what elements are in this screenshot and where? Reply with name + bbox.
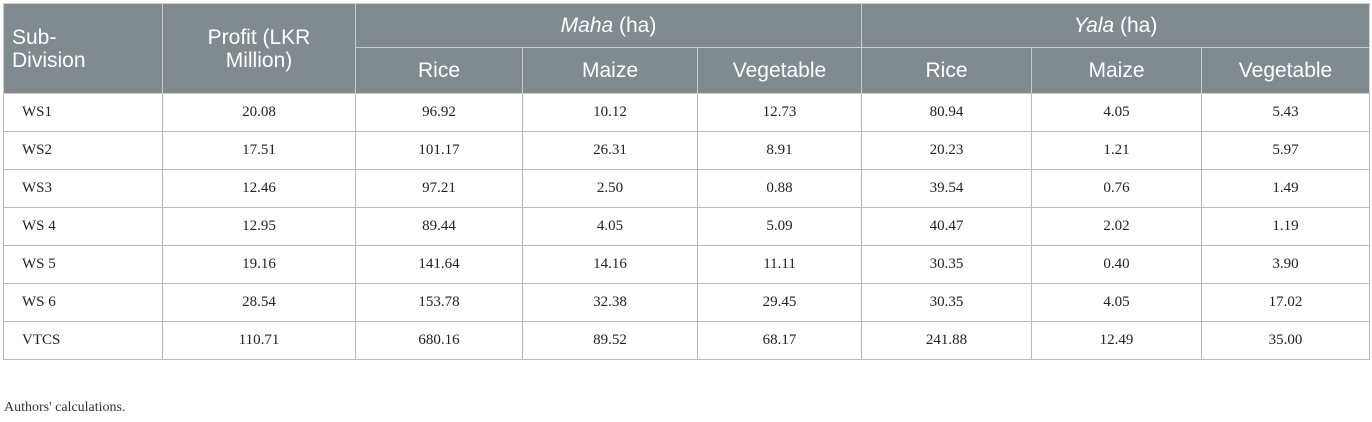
cell-yala-maize: 2.02 bbox=[1031, 207, 1203, 246]
header-yala-vegetable: Vegetable bbox=[1201, 47, 1371, 94]
header-yala-unit: (ha) bbox=[1114, 14, 1158, 37]
header-profit: Profit (LKR Million) bbox=[162, 3, 356, 94]
cell-maha-vegetable: 68.17 bbox=[696, 321, 863, 360]
table-row: WS 4 12.95 89.44 4.05 5.09 40.47 2.02 1.… bbox=[3, 207, 1371, 246]
cell-yala-vegetable: 3.90 bbox=[1201, 245, 1371, 284]
cell-maha-rice: 680.16 bbox=[355, 321, 523, 360]
data-table: Sub-Division Profit (LKR Million) Maha (… bbox=[3, 3, 1371, 360]
cell-profit: 12.46 bbox=[162, 169, 356, 208]
cell-maha-maize: 10.12 bbox=[522, 93, 698, 132]
table-row: WS3 12.46 97.21 2.50 0.88 39.54 0.76 1.4… bbox=[3, 169, 1371, 208]
cell-maha-vegetable: 29.45 bbox=[696, 283, 863, 322]
cell-yala-rice: 40.47 bbox=[861, 207, 1033, 246]
table-row: VTCS 110.71 680.16 89.52 68.17 241.88 12… bbox=[3, 321, 1371, 360]
cell-maha-vegetable: 11.11 bbox=[696, 245, 863, 284]
row-name: WS 4 bbox=[3, 207, 163, 246]
cell-maha-maize: 89.52 bbox=[522, 321, 698, 360]
cell-maha-maize: 14.16 bbox=[522, 245, 698, 284]
header-yala-maize: Maize bbox=[1031, 47, 1203, 94]
cell-maha-vegetable: 8.91 bbox=[696, 131, 863, 170]
cell-yala-rice: 30.35 bbox=[861, 245, 1033, 284]
cell-profit: 20.08 bbox=[162, 93, 356, 132]
cell-maha-vegetable: 12.73 bbox=[696, 93, 863, 132]
table-row: WS1 20.08 96.92 10.12 12.73 80.94 4.05 5… bbox=[3, 93, 1371, 132]
header-yala: Yala (ha) bbox=[861, 3, 1371, 48]
cell-yala-maize: 0.76 bbox=[1031, 169, 1203, 208]
header-maha-name: Maha bbox=[560, 14, 614, 37]
cell-yala-vegetable: 35.00 bbox=[1201, 321, 1371, 360]
header-maha-rice: Rice bbox=[355, 47, 523, 94]
cell-profit: 19.16 bbox=[162, 245, 356, 284]
cell-yala-maize: 12.49 bbox=[1031, 321, 1203, 360]
header-maha-vegetable: Vegetable bbox=[696, 47, 863, 94]
cell-profit: 28.54 bbox=[162, 283, 356, 322]
cell-yala-rice: 39.54 bbox=[861, 169, 1033, 208]
cell-yala-maize: 1.21 bbox=[1031, 131, 1203, 170]
cell-maha-maize: 4.05 bbox=[522, 207, 698, 246]
cell-maha-rice: 141.64 bbox=[355, 245, 523, 284]
row-name: WS1 bbox=[3, 93, 163, 132]
cell-maha-vegetable: 0.88 bbox=[696, 169, 863, 208]
row-name: WS 5 bbox=[3, 245, 163, 284]
header-row-groups: Sub-Division Profit (LKR Million) Maha (… bbox=[3, 3, 1371, 94]
cell-profit: 110.71 bbox=[162, 321, 356, 360]
cell-yala-rice: 20.23 bbox=[861, 131, 1033, 170]
cell-maha-maize: 26.31 bbox=[522, 131, 698, 170]
table-row: WS2 17.51 101.17 26.31 8.91 20.23 1.21 5… bbox=[3, 131, 1371, 170]
table-row: WS 6 28.54 153.78 32.38 29.45 30.35 4.05… bbox=[3, 283, 1371, 322]
header-subdivision-label: Sub-Division bbox=[12, 25, 86, 72]
header-yala-rice: Rice bbox=[861, 47, 1033, 94]
cell-yala-vegetable: 1.49 bbox=[1201, 169, 1371, 208]
cell-yala-vegetable: 5.43 bbox=[1201, 93, 1371, 132]
cell-maha-rice: 153.78 bbox=[355, 283, 523, 322]
header-maha-maize: Maize bbox=[522, 47, 698, 94]
header-subdivision: Sub-Division bbox=[3, 3, 163, 94]
cell-maha-rice: 101.17 bbox=[355, 131, 523, 170]
row-name: VTCS bbox=[3, 321, 163, 360]
cell-maha-maize: 2.50 bbox=[522, 169, 698, 208]
header-row-crops: Rice Maize Vegetable Rice Maize Vegetabl… bbox=[4, 47, 1371, 94]
cell-maha-rice: 89.44 bbox=[355, 207, 523, 246]
header-maha-unit: (ha) bbox=[613, 14, 657, 37]
row-name: WS2 bbox=[3, 131, 163, 170]
header-maha: Maha (ha) bbox=[354, 3, 863, 48]
cell-yala-maize: 0.40 bbox=[1031, 245, 1203, 284]
cell-yala-vegetable: 5.97 bbox=[1201, 131, 1371, 170]
cell-maha-maize: 32.38 bbox=[522, 283, 698, 322]
table-footnote: Authors' calculations. bbox=[4, 400, 126, 415]
header-yala-name: Yala bbox=[1073, 14, 1115, 37]
table-row: WS 5 19.16 141.64 14.16 11.11 30.35 0.40… bbox=[3, 245, 1371, 284]
cell-profit: 12.95 bbox=[162, 207, 356, 246]
cell-maha-rice: 97.21 bbox=[355, 169, 523, 208]
cell-yala-rice: 80.94 bbox=[861, 93, 1033, 132]
cell-yala-rice: 241.88 bbox=[861, 321, 1033, 360]
cell-yala-rice: 30.35 bbox=[861, 283, 1033, 322]
row-name: WS3 bbox=[3, 169, 163, 208]
cell-yala-vegetable: 17.02 bbox=[1201, 283, 1371, 322]
header-profit-label: Profit (LKR Million) bbox=[207, 25, 311, 72]
cell-maha-vegetable: 5.09 bbox=[696, 207, 863, 246]
cell-maha-rice: 96.92 bbox=[355, 93, 523, 132]
cell-yala-maize: 4.05 bbox=[1031, 93, 1203, 132]
row-name: WS 6 bbox=[3, 283, 163, 322]
cell-profit: 17.51 bbox=[162, 131, 356, 170]
cell-yala-maize: 4.05 bbox=[1031, 283, 1203, 322]
data-table-container: Sub-Division Profit (LKR Million) Maha (… bbox=[3, 3, 1371, 360]
cell-yala-vegetable: 1.19 bbox=[1201, 207, 1371, 246]
